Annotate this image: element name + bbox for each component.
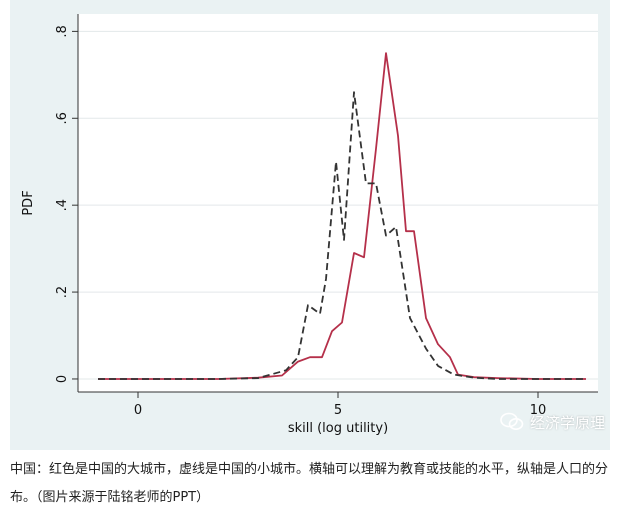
y-tick-label: .4 [55, 199, 70, 211]
y-tick-label: .8 [55, 25, 70, 37]
y-axis-title: PDF [21, 190, 36, 215]
x-tick-label: 5 [334, 403, 342, 418]
watermark: 经济学原理 [500, 408, 605, 436]
pdf-line-chart: 0 .2 .4 .6 .8 0 5 10 skill (log utility) PDF [21, 14, 598, 436]
series-line-dashed [98, 91, 586, 380]
y-tick-label: .2 [55, 286, 70, 298]
x-tick-label: 0 [134, 403, 142, 418]
ticks: 0 .2 .4 .6 .8 0 5 10 [55, 25, 546, 418]
y-tick-label: .6 [55, 112, 70, 124]
x-tick-label: 10 [530, 403, 547, 418]
plot-area [78, 14, 598, 392]
figure-caption: 中国：红色是中国的大城市，虚线是中国的小城市。横轴可以理解为教育或技能的水平，纵… [10, 462, 609, 505]
figure-panel: 0 .2 .4 .6 .8 0 5 10 skill (log utility) PDF 经济… [10, 0, 610, 450]
watermark-text: 经济学原理 [530, 413, 606, 432]
x-axis-title: skill (log utility) [288, 421, 388, 436]
y-tick-label: 0 [55, 375, 70, 383]
series-layer [98, 52, 586, 380]
wechat-icon [500, 412, 524, 430]
